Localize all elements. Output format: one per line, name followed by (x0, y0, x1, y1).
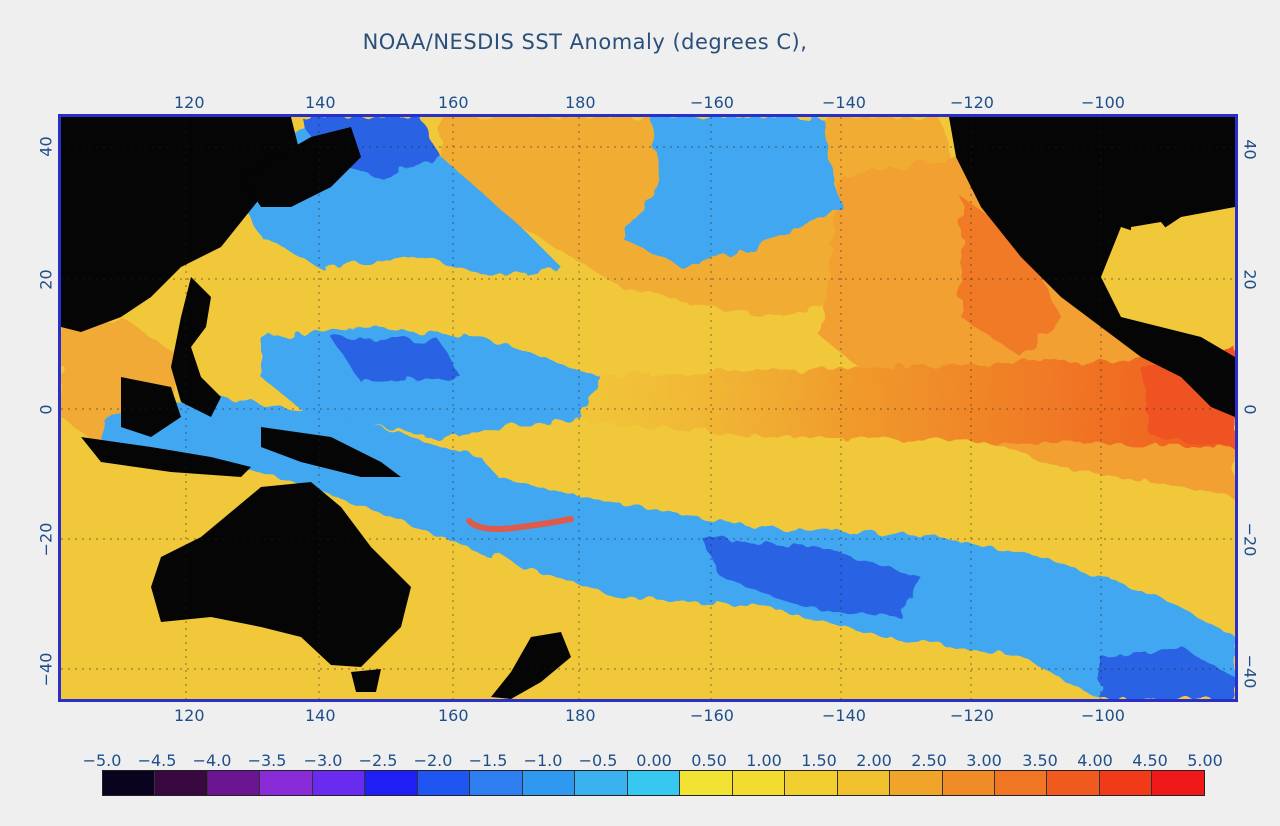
philippines-land (171, 277, 221, 417)
legend-swatch (365, 771, 418, 795)
right-lat-tick: −20 (1240, 522, 1260, 557)
bottom-lon-tick: −160 (690, 706, 734, 725)
bottom-lon-tick: 140 (305, 706, 336, 725)
legend-label: −0.5 (578, 751, 618, 770)
bottom-lon-tick: 120 (174, 706, 205, 725)
legend-swatch (260, 771, 313, 795)
legend-swatch (207, 771, 261, 795)
legend-swatch (994, 771, 1048, 795)
tasmania-land (351, 669, 381, 692)
bottom-lon-tick: −100 (1081, 706, 1125, 725)
legend-swatch (785, 771, 838, 795)
borneo-land (121, 377, 181, 437)
color-legend-bar (102, 770, 1205, 796)
map-title: NOAA/NESDIS SST Anomaly (degrees C), (362, 30, 808, 54)
legend-swatch (627, 771, 681, 795)
legend-swatch (1099, 771, 1153, 795)
legend-swatch (312, 771, 366, 795)
southeast-pacific-cold (1101, 647, 1235, 699)
south-pacific-cold-core (701, 537, 921, 617)
legend-label: −2.5 (358, 751, 398, 770)
warm-pool-cold-core (331, 337, 461, 382)
equatorial-warm-tongue (541, 357, 1235, 447)
sst-anomaly-map (58, 114, 1238, 702)
maritime-continent-cool (101, 397, 531, 557)
top-lon-tick: 140 (305, 93, 336, 112)
legend-label: −4.5 (137, 751, 177, 770)
legend-label: −3.5 (247, 751, 287, 770)
top-lon-tick: −100 (1081, 93, 1125, 112)
top-lon-tick: 160 (438, 93, 469, 112)
legend-label: 0.00 (636, 751, 672, 770)
legend-swatch (942, 771, 995, 795)
legend-swatch (680, 771, 733, 795)
legend-label: 4.00 (1077, 751, 1113, 770)
legend-label: −3.0 (303, 751, 343, 770)
legend-label: −2.0 (413, 751, 453, 770)
map-canvas (61, 117, 1235, 699)
asia-land (61, 117, 301, 332)
bottom-lon-tick: −120 (950, 706, 994, 725)
top-lon-tick: 180 (565, 93, 596, 112)
bottom-lon-tick: 180 (565, 706, 596, 725)
japan-korea-land (241, 127, 361, 207)
legend-swatch (103, 771, 156, 795)
left-lat-tick: 0 (36, 404, 56, 415)
legend-label: 1.50 (801, 751, 837, 770)
legend-label: 2.00 (856, 751, 892, 770)
top-lon-tick: −160 (690, 93, 734, 112)
legend-label: 4.50 (1132, 751, 1168, 770)
legend-label: 5.00 (1187, 751, 1223, 770)
california-warm (961, 197, 1061, 357)
top-lon-tick: −140 (822, 93, 866, 112)
top-lon-tick: −120 (950, 93, 994, 112)
right-lat-tick: 0 (1240, 404, 1260, 415)
legend-label: 3.00 (966, 751, 1002, 770)
new-zealand-land (491, 632, 571, 699)
north-central-cool (621, 117, 841, 267)
bottom-lon-tick: 160 (438, 706, 469, 725)
legend-swatch (732, 771, 786, 795)
legend-swatch (155, 771, 208, 795)
left-lat-tick: −20 (36, 522, 56, 557)
graticule (61, 117, 1235, 699)
land-masses (61, 117, 1235, 699)
new-guinea-land (261, 427, 401, 477)
left-lat-tick: 20 (36, 269, 56, 290)
left-lat-tick: 40 (36, 136, 56, 157)
right-lat-tick: −40 (1240, 654, 1260, 689)
bottom-lon-tick: −140 (822, 706, 866, 725)
legend-swatch (417, 771, 471, 795)
legend-label: −1.0 (523, 751, 563, 770)
indonesia-land (81, 437, 251, 477)
legend-label: −1.5 (468, 751, 508, 770)
legend-swatch (890, 771, 943, 795)
left-lat-tick: −40 (36, 652, 56, 687)
australia-land (151, 482, 411, 667)
legend-swatch (1047, 771, 1100, 795)
right-lat-tick: 20 (1240, 269, 1260, 290)
legend-label: 3.50 (1022, 751, 1058, 770)
north-america-land (949, 117, 1235, 417)
legend-label: −5.0 (82, 751, 122, 770)
legend-label: 2.50 (911, 751, 947, 770)
legend-label: −4.0 (192, 751, 232, 770)
legend-swatch (575, 771, 628, 795)
track-line (466, 516, 574, 532)
legend-swatch (470, 771, 523, 795)
gulf-of-california-water (1131, 222, 1181, 267)
legend-swatch (837, 771, 891, 795)
right-lat-tick: 40 (1240, 139, 1260, 160)
legend-swatch (1152, 771, 1204, 795)
top-lon-tick: 120 (174, 93, 205, 112)
legend-label: 0.50 (691, 751, 727, 770)
legend-swatch (522, 771, 576, 795)
legend-label: 1.00 (746, 751, 782, 770)
